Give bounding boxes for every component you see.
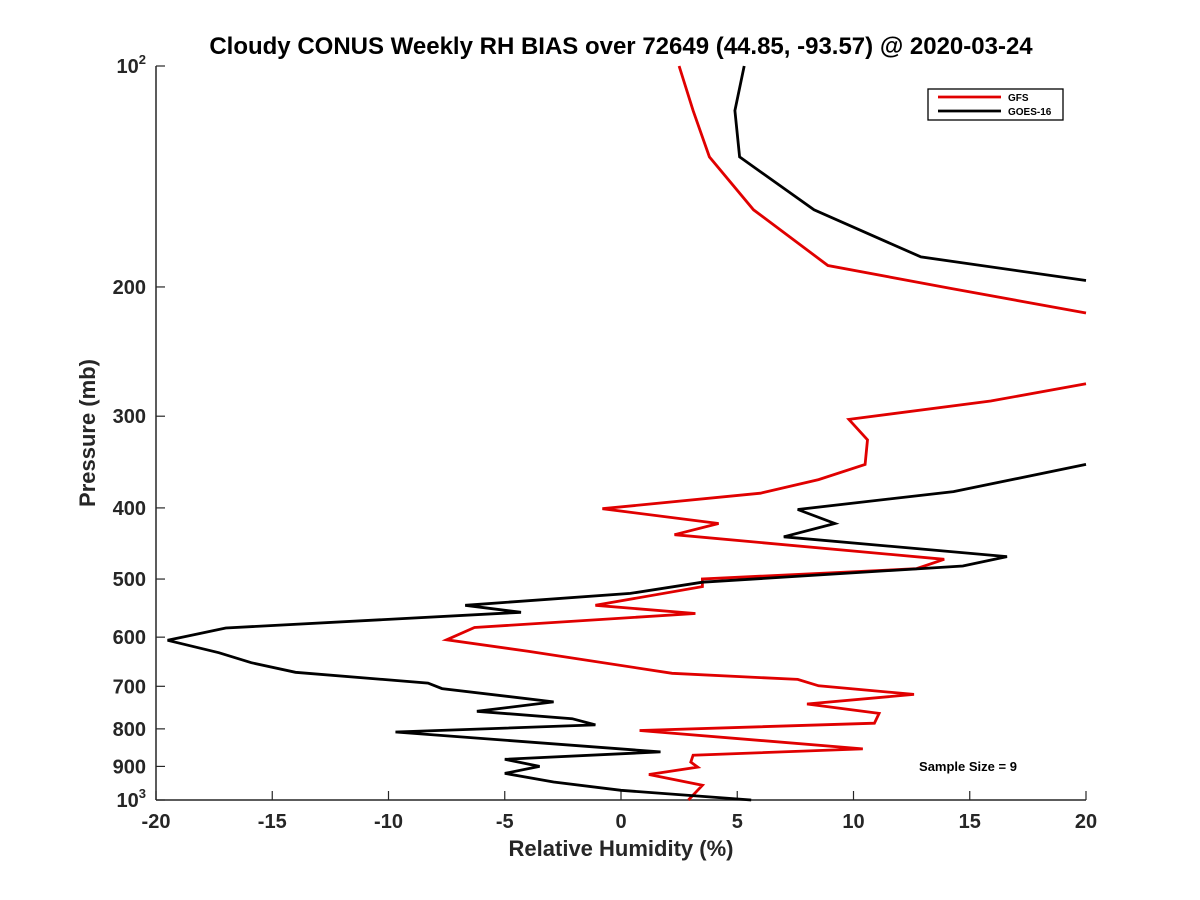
series-layer xyxy=(167,65,1087,802)
series-line-gfs xyxy=(441,65,1087,801)
x-tick-label: 5 xyxy=(732,811,743,833)
y-tick-label: 103 xyxy=(117,786,146,812)
x-tick-label: 15 xyxy=(959,811,981,833)
x-tick-label: -10 xyxy=(374,811,403,833)
y-tick-label: 900 xyxy=(113,756,146,778)
y-tick-label: 300 xyxy=(113,406,146,428)
x-tick-label: 10 xyxy=(842,811,864,833)
y-tick-label: 500 xyxy=(113,569,146,591)
y-tick-label: 102 xyxy=(117,52,146,78)
x-tick-label: 20 xyxy=(1075,811,1097,833)
x-tick-label: -15 xyxy=(258,811,287,833)
axes: -20 -15 -10 -5 0 5 10 15 20 102 200 300 400 500 600 700… xyxy=(113,52,1098,833)
legend: GFS GOES-16 xyxy=(927,88,1064,121)
y-axis-label: Pressure (mb) xyxy=(75,359,100,507)
y-tick-label: 800 xyxy=(113,719,146,741)
x-axis-label: Relative Humidity (%) xyxy=(509,836,734,861)
x-tick-label: 0 xyxy=(615,811,626,833)
y-tick-label: 200 xyxy=(113,277,146,299)
chart-title: Cloudy CONUS Weekly RH BIAS over 72649 (… xyxy=(209,33,1033,60)
x-tick-label: -5 xyxy=(496,811,514,833)
x-tick-label: -20 xyxy=(142,811,171,833)
y-tick-label: 400 xyxy=(113,498,146,520)
sample-size-annotation: Sample Size = 9 xyxy=(919,759,1017,774)
series-line-goes-16 xyxy=(167,65,1087,802)
y-tick-label: 600 xyxy=(113,627,146,649)
legend-box xyxy=(927,88,1064,121)
legend-label: GFS xyxy=(1008,93,1029,104)
y-tick-label: 700 xyxy=(113,676,146,698)
legend-label: GOES-16 xyxy=(1008,107,1052,118)
